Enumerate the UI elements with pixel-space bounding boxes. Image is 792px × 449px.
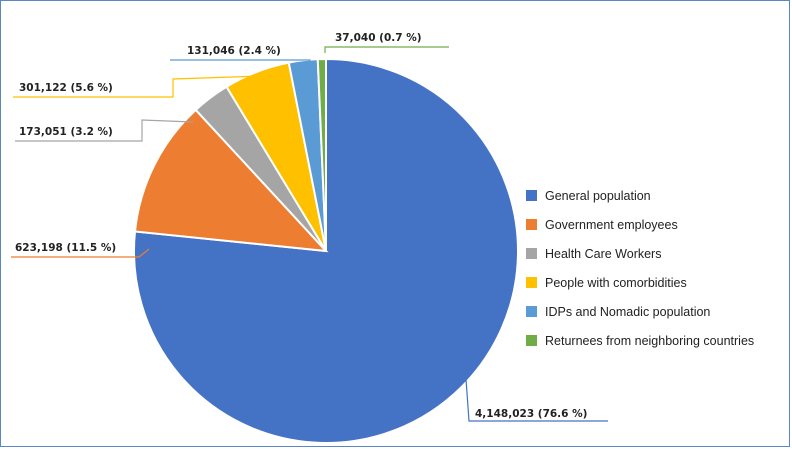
leader-line-4 <box>13 75 264 98</box>
legend-swatch-4 <box>526 277 537 288</box>
leader-line-3 <box>15 119 194 142</box>
legend-item-1: General population <box>526 181 754 210</box>
data-labels: 4,148,023 (76.6 %) 623,198 (11.5 %) 173,05… <box>15 32 587 420</box>
legend-label-5: IDPs and Nomadic population <box>545 304 711 319</box>
legend: General population Government employees He… <box>526 181 754 355</box>
pie-slice-2 <box>133 108 329 253</box>
data-label-1: 4,148,023 (76.6 %) <box>475 408 587 420</box>
legend-swatch-3 <box>526 248 537 259</box>
data-label-3: 173,051 (3.2 %) <box>19 126 113 138</box>
pie-slice-6 <box>316 57 327 252</box>
data-label-5: 131,046 (2.4 %) <box>187 45 281 57</box>
legend-label-6: Returnees from neighboring countries <box>545 333 755 348</box>
legend-label-3: Health Care Workers <box>545 246 662 261</box>
legend-swatch-6 <box>526 335 537 346</box>
leader-lines <box>11 46 608 422</box>
leader-line-2 <box>11 248 150 258</box>
legend-label-4: People with comorbidities <box>545 275 687 290</box>
legend-item-4: People with comorbidities <box>526 268 754 297</box>
data-label-4: 301,122 (5.6 %) <box>19 82 113 94</box>
legend-item-3: Health Care Workers <box>526 239 754 268</box>
leader-line-1 <box>465 378 608 422</box>
legend-swatch-1 <box>526 190 537 201</box>
legend-label-2: Government employees <box>545 217 678 232</box>
legend-swatch-5 <box>526 306 537 317</box>
legend-label-1: General population <box>545 188 651 203</box>
legend-swatch-2 <box>526 219 537 230</box>
leader-line-5 <box>170 59 311 68</box>
pie-slices <box>133 57 519 444</box>
legend-item-2: Government employees <box>526 210 754 239</box>
legend-item-6: Returnees from neighboring countries <box>526 326 754 355</box>
pie-slice-1 <box>133 57 519 444</box>
legend-item-5: IDPs and Nomadic population <box>526 297 754 326</box>
data-label-6: 37,040 (0.7 %) <box>335 32 422 44</box>
data-label-2: 623,198 (11.5 %) <box>15 242 116 254</box>
leader-line-6 <box>324 46 449 53</box>
